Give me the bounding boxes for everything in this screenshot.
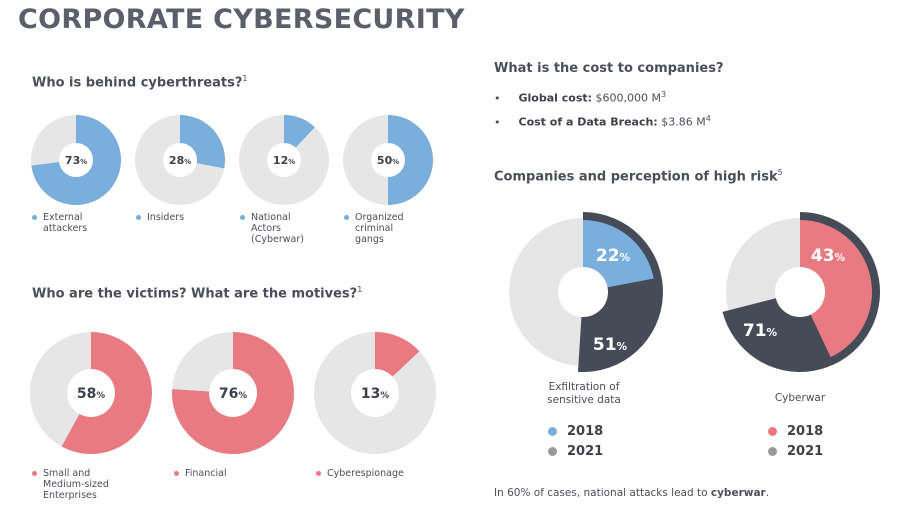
cost-value: $3.86 M bbox=[661, 115, 706, 129]
threat-caption-text: National Actors (Cyberwar) bbox=[251, 212, 304, 245]
risk-caption: Cyberwar bbox=[774, 392, 826, 404]
legend-year: 2018 bbox=[787, 424, 824, 439]
risk-pie-hole bbox=[775, 267, 825, 317]
risk-caption: Exfiltration of sensitive data bbox=[547, 381, 621, 406]
victim-caption: Cyberespionage bbox=[316, 468, 404, 479]
victim-caption-text: Small and Medium-sized Enterprises bbox=[43, 468, 109, 501]
footer-note-text: In 60% of cases, national attacks lead t… bbox=[494, 487, 711, 499]
risk-title: Companies and perception of high risk5 bbox=[494, 168, 783, 184]
bullet-icon bbox=[316, 471, 321, 476]
risk-pie-slice-2018 bbox=[583, 220, 654, 292]
page-title: CORPORATE CYBERSECURITY bbox=[18, 4, 465, 35]
cost-value: $600,000 M bbox=[595, 91, 662, 105]
legend-dot-icon bbox=[548, 447, 557, 456]
legend-item-2021: 2021 bbox=[548, 444, 603, 459]
legend-item-2018: 2018 bbox=[768, 424, 823, 439]
threat-pie-hole bbox=[371, 143, 405, 177]
cost-title: What is the cost to companies? bbox=[494, 61, 724, 76]
bullet-icon bbox=[32, 471, 37, 476]
footer-note: In 60% of cases, national attacks lead t… bbox=[494, 487, 769, 499]
victim-caption: Small and Medium-sized Enterprises bbox=[32, 468, 109, 501]
threat-caption-text: External attackers bbox=[43, 212, 88, 234]
cost-label: Global cost: bbox=[518, 91, 593, 105]
cost-ref: 3 bbox=[661, 90, 667, 99]
victim-caption-text: Cyberespionage bbox=[327, 468, 404, 479]
bullet-icon bbox=[32, 215, 37, 220]
bullet-icon bbox=[136, 215, 141, 220]
threats-ref: 1 bbox=[242, 74, 248, 83]
threat-caption-text: Insiders bbox=[147, 212, 185, 223]
legend-item-2018: 2018 bbox=[548, 424, 603, 439]
legend-dot-icon bbox=[768, 447, 777, 456]
threat-pie-slice bbox=[388, 115, 433, 205]
footer-note-suffix: . bbox=[765, 487, 770, 499]
victim-pie-hole bbox=[67, 369, 115, 417]
threat-pie-label: 12% bbox=[273, 154, 295, 167]
threat-caption: Insiders bbox=[136, 212, 184, 223]
threat-caption: External attackers bbox=[32, 212, 87, 234]
bullet-icon bbox=[344, 215, 349, 220]
bullet-icon bbox=[174, 471, 179, 476]
threat-pie-label: 73% bbox=[65, 154, 87, 167]
victim-caption-text: Financial bbox=[185, 468, 227, 479]
cost-ref: 4 bbox=[705, 114, 711, 123]
victims-title-text: Who are the victims? What are the motive… bbox=[32, 286, 358, 302]
risk-ref: 5 bbox=[777, 168, 783, 177]
victim-pie-hole bbox=[351, 369, 399, 417]
threats-title: Who is behind cyberthreats?1 bbox=[32, 74, 247, 90]
victims-title: Who are the victims? What are the motive… bbox=[32, 285, 362, 301]
legend-year: 2021 bbox=[787, 444, 824, 459]
threat-pie-label: 50% bbox=[377, 154, 399, 167]
legend-year: 2018 bbox=[567, 424, 604, 439]
cost-label: Cost of a Data Breach: bbox=[518, 115, 658, 129]
cost-item-global: • Global cost: $600,000 M3 bbox=[494, 90, 667, 105]
legend-dot-icon bbox=[768, 427, 777, 436]
threat-caption-text: Organized criminal gangs bbox=[355, 212, 404, 245]
risk-pie-hole bbox=[558, 267, 608, 317]
victim-pie-hole bbox=[209, 369, 257, 417]
threat-pie-hole bbox=[163, 143, 197, 177]
victims-ref: 1 bbox=[357, 285, 363, 294]
threat-pie-hole bbox=[59, 143, 93, 177]
threat-pie-hole bbox=[267, 143, 301, 177]
threat-pie-label: 28% bbox=[169, 154, 191, 167]
cost-item-breach: • Cost of a Data Breach: $3.86 M4 bbox=[494, 114, 711, 129]
bullet-icon bbox=[240, 215, 245, 220]
threats-title-text: Who is behind cyberthreats? bbox=[32, 75, 243, 91]
threat-caption: Organized criminal gangs bbox=[344, 212, 404, 245]
legend-item-2021: 2021 bbox=[768, 444, 823, 459]
legend-year: 2021 bbox=[567, 444, 604, 459]
victim-caption: Financial bbox=[174, 468, 227, 479]
risk-title-text: Companies and perception of high risk bbox=[494, 169, 778, 185]
risk-pie-slice-2018 bbox=[800, 220, 873, 358]
footer-note-bold: cyberwar bbox=[710, 487, 766, 499]
threat-caption: National Actors (Cyberwar) bbox=[240, 212, 304, 245]
legend-dot-icon bbox=[548, 427, 557, 436]
